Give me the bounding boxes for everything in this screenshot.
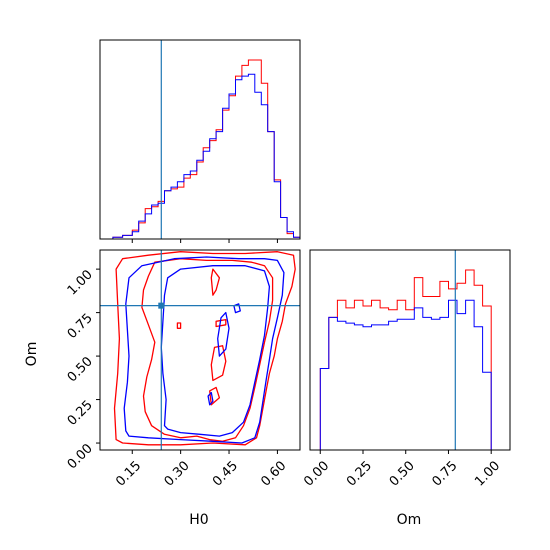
contour-red-4 — [215, 318, 227, 328]
contour-blue-2 — [207, 391, 214, 406]
contour-x-axis-label: H0 — [189, 512, 208, 528]
contour-xtick-label: 0.45 — [210, 458, 241, 489]
h0-hist-series-red — [112, 59, 301, 239]
contour-blue-1 — [123, 256, 285, 444]
h0-hist-series-blue — [112, 73, 301, 239]
contour-blue-4 — [233, 303, 241, 314]
contour-ytick-label: 0.75 — [65, 311, 96, 342]
contour-blue-3 — [217, 311, 230, 357]
contour-y-axis-label: Om — [24, 342, 40, 367]
om-hist-x-axis-label: Om — [397, 512, 422, 528]
om-hist-xtick-label: 0.75 — [429, 458, 460, 489]
h0-histogram-panel — [99, 39, 301, 243]
contour-red-0 — [141, 258, 274, 442]
om-histogram-panel: 0.00 0.25 0.50 0.75 1.00 — [301, 249, 511, 490]
contour-red-2 — [210, 345, 227, 382]
contour-ytick-label: 0.00 — [65, 441, 96, 472]
contour-red-1 — [113, 251, 296, 446]
om-hist-series-blue — [319, 299, 492, 450]
contour-red-6 — [210, 268, 221, 296]
contour-ytick-label: 0.25 — [65, 398, 96, 429]
om-hist-xtick-label: 0.00 — [301, 458, 332, 489]
h0-om-contour-panel: 0.15 0.30 0.45 0.60 0.00 0.25 0.50 0.75 1.00 — [65, 249, 301, 490]
contour-frame — [99, 249, 301, 451]
contour-ytick-label: 1.00 — [65, 267, 96, 298]
h0-hist-frame — [99, 39, 301, 240]
contour-xtick-label: 0.60 — [258, 458, 289, 489]
contour-red-3 — [209, 386, 221, 406]
om-hist-xtick-label: 0.50 — [387, 458, 418, 489]
om-hist-series-red — [319, 269, 492, 450]
om-hist-frame — [309, 249, 511, 451]
contour-truth-marker — [158, 302, 165, 309]
contour-red-5 — [176, 322, 182, 329]
om-hist-xtick-label: 1.00 — [472, 458, 503, 489]
contour-xtick-label: 0.30 — [162, 458, 193, 489]
contour-xtick-label: 0.15 — [113, 458, 144, 489]
om-hist-xtick-label: 0.25 — [344, 458, 375, 489]
contour-ytick-label: 0.50 — [65, 354, 96, 385]
contour-blue-0 — [160, 265, 271, 437]
